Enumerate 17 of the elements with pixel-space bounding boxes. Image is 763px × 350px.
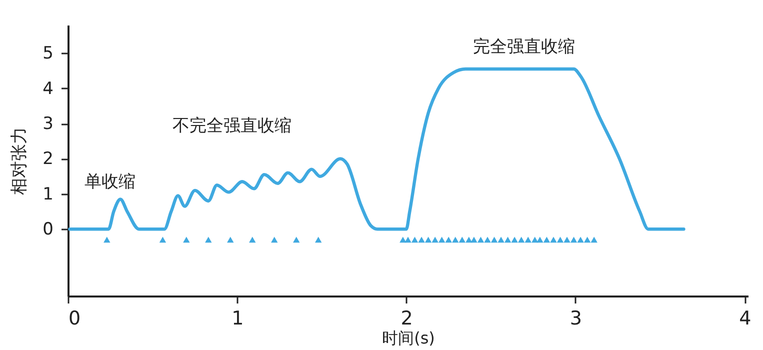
x-tick-label: 3 — [570, 308, 582, 330]
y-axis-title: 相对张力 — [10, 127, 30, 195]
y-tick-label: 2 — [42, 149, 54, 170]
x-axis-title: 时间(s) — [382, 328, 435, 348]
y-tick-label: 4 — [42, 78, 54, 99]
y-tick-label: 5 — [42, 44, 54, 64]
x-tick-label: 2 — [400, 308, 413, 330]
x-tick-label: 4 — [739, 308, 752, 330]
annotation: 完全强直收缩 — [473, 37, 575, 57]
annotation: 单收缩 — [84, 172, 136, 192]
annotation: 不完全强直收缩 — [172, 116, 292, 136]
x-tick-label: 0 — [68, 308, 81, 330]
x-tick-label: 1 — [232, 308, 244, 330]
y-tick-label: 3 — [42, 114, 54, 134]
line-series — [68, 67, 686, 231]
y-tick-label: 0 — [42, 220, 54, 240]
y-tick-label: 1 — [42, 184, 54, 204]
